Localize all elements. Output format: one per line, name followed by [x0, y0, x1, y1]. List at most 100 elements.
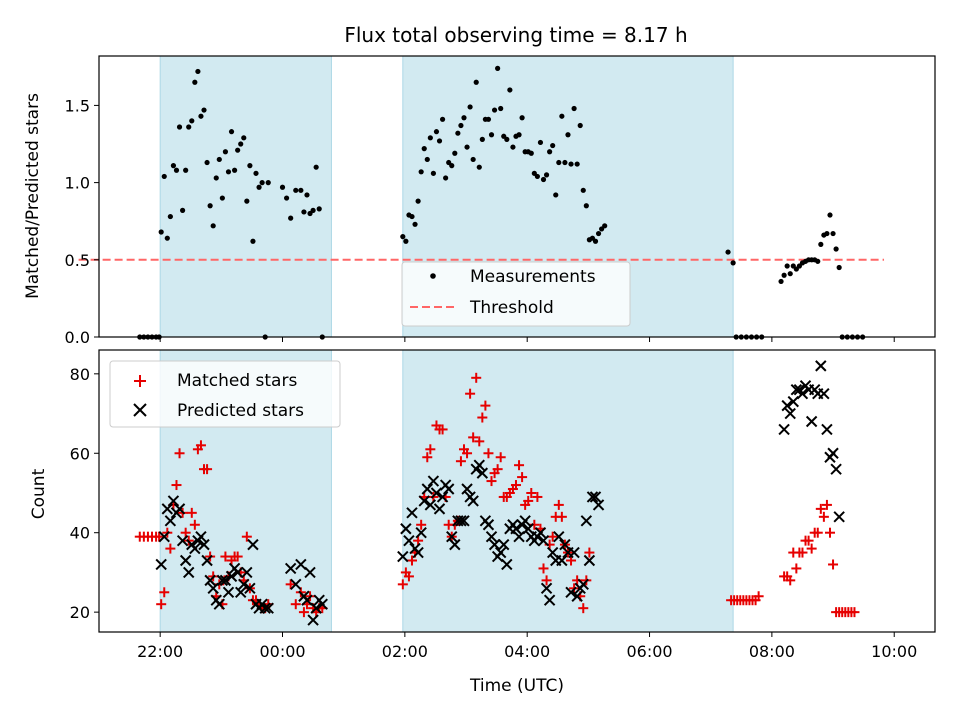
- x-tick-label: 10:00: [871, 642, 917, 661]
- predicted-point: [485, 530, 498, 543]
- matched-point: [174, 448, 185, 459]
- y-tick-label: 0.0: [65, 328, 90, 347]
- measurement-point: [207, 203, 213, 209]
- predicted-point: [833, 511, 845, 523]
- predicted-point: [397, 550, 409, 563]
- matched-point: [486, 476, 497, 487]
- measurement-point: [571, 105, 577, 112]
- measurement-point: [241, 135, 247, 141]
- matched-point: [526, 487, 537, 498]
- matched-point: [290, 599, 301, 610]
- y-tick-label: 0.5: [65, 251, 90, 270]
- measurement-point: [498, 105, 504, 112]
- predicted-point: [519, 515, 531, 527]
- predicted-point: [295, 558, 307, 571]
- matched-point: [171, 480, 182, 491]
- predicted-point: [565, 586, 577, 598]
- predicted-point: [219, 574, 232, 587]
- predicted-point: [155, 558, 167, 571]
- predicted-point: [534, 526, 547, 539]
- predicted-point: [537, 534, 550, 547]
- predicted-point: [583, 554, 596, 567]
- predicted-point: [235, 586, 247, 598]
- matched-point: [803, 535, 814, 546]
- matched-point: [474, 436, 485, 447]
- measurement-point: [250, 238, 256, 244]
- predicted-point: [415, 526, 427, 539]
- measurement-point: [192, 79, 198, 85]
- predicted-point: [183, 566, 195, 579]
- matched-point: [195, 440, 206, 451]
- predicted-point: [290, 578, 302, 591]
- measurement-point: [231, 167, 238, 173]
- measurement-point: [784, 263, 790, 269]
- shaded-interval-1: [159, 55, 332, 338]
- measurement-point: [415, 198, 421, 204]
- predicted-point: [284, 562, 297, 575]
- matched-point: [406, 555, 417, 566]
- matched-point: [462, 448, 473, 459]
- predicted-point: [427, 475, 440, 487]
- predicted-point: [805, 415, 818, 428]
- predicted-point: [161, 503, 174, 515]
- matched-point: [815, 503, 826, 514]
- matched-point: [154, 531, 165, 542]
- measurement-point: [195, 68, 201, 75]
- predicted-point: [304, 566, 316, 579]
- bottom-y-axis-label: Count: [29, 468, 49, 519]
- predicted-point: [238, 578, 250, 591]
- measurement-point: [452, 150, 458, 156]
- measurement-point: [458, 122, 464, 129]
- matched-point: [818, 511, 829, 522]
- measurement-point: [265, 180, 271, 186]
- predicted-point: [461, 483, 473, 495]
- measurement-point: [170, 163, 177, 169]
- measurement-point: [565, 132, 571, 138]
- predicted-point: [225, 570, 238, 583]
- measurement-point: [592, 238, 599, 244]
- matched-point: [159, 587, 170, 598]
- measurement-point: [225, 169, 232, 175]
- matched-point: [556, 511, 567, 522]
- measurement-point: [167, 213, 173, 220]
- matched-point: [821, 499, 832, 510]
- measurement-point: [516, 132, 522, 138]
- matched-point: [220, 551, 231, 562]
- predicted-point: [430, 487, 443, 499]
- predicted-point: [316, 598, 328, 610]
- measurement-point: [602, 223, 608, 229]
- measurement-point: [427, 135, 433, 141]
- predicted-point: [158, 530, 170, 543]
- matched-point: [510, 480, 521, 491]
- matched-point: [578, 603, 589, 614]
- x-tick-label: 06:00: [626, 642, 672, 661]
- matched-point: [532, 491, 543, 502]
- measurement-point: [201, 107, 207, 113]
- matched-point: [480, 400, 491, 411]
- matched-point: [416, 519, 427, 530]
- predicted-point: [787, 395, 799, 408]
- matched-point: [189, 519, 200, 530]
- measurement-point: [298, 187, 304, 193]
- predicted-point: [818, 387, 830, 400]
- matched-point: [806, 543, 817, 554]
- matched-point: [165, 543, 176, 554]
- matched-point: [202, 464, 213, 475]
- measurement-point: [730, 260, 736, 266]
- measurement-point: [316, 206, 322, 212]
- predicted-point: [446, 530, 458, 543]
- measurement-point: [310, 207, 316, 213]
- measurement-point: [409, 213, 415, 220]
- predicted-point: [241, 566, 253, 579]
- predicted-point: [467, 495, 479, 507]
- matched-point: [553, 499, 564, 510]
- measurement-point: [204, 159, 210, 166]
- measurement-point: [158, 229, 164, 235]
- measurement-point: [449, 163, 455, 169]
- bottom-plot-frame: [98, 349, 936, 633]
- measurement-point: [470, 156, 476, 163]
- measurement-point: [504, 136, 510, 142]
- predicted-point: [589, 491, 602, 503]
- legend-predicted-label: Predicted stars: [177, 401, 304, 421]
- matched-point: [180, 527, 191, 538]
